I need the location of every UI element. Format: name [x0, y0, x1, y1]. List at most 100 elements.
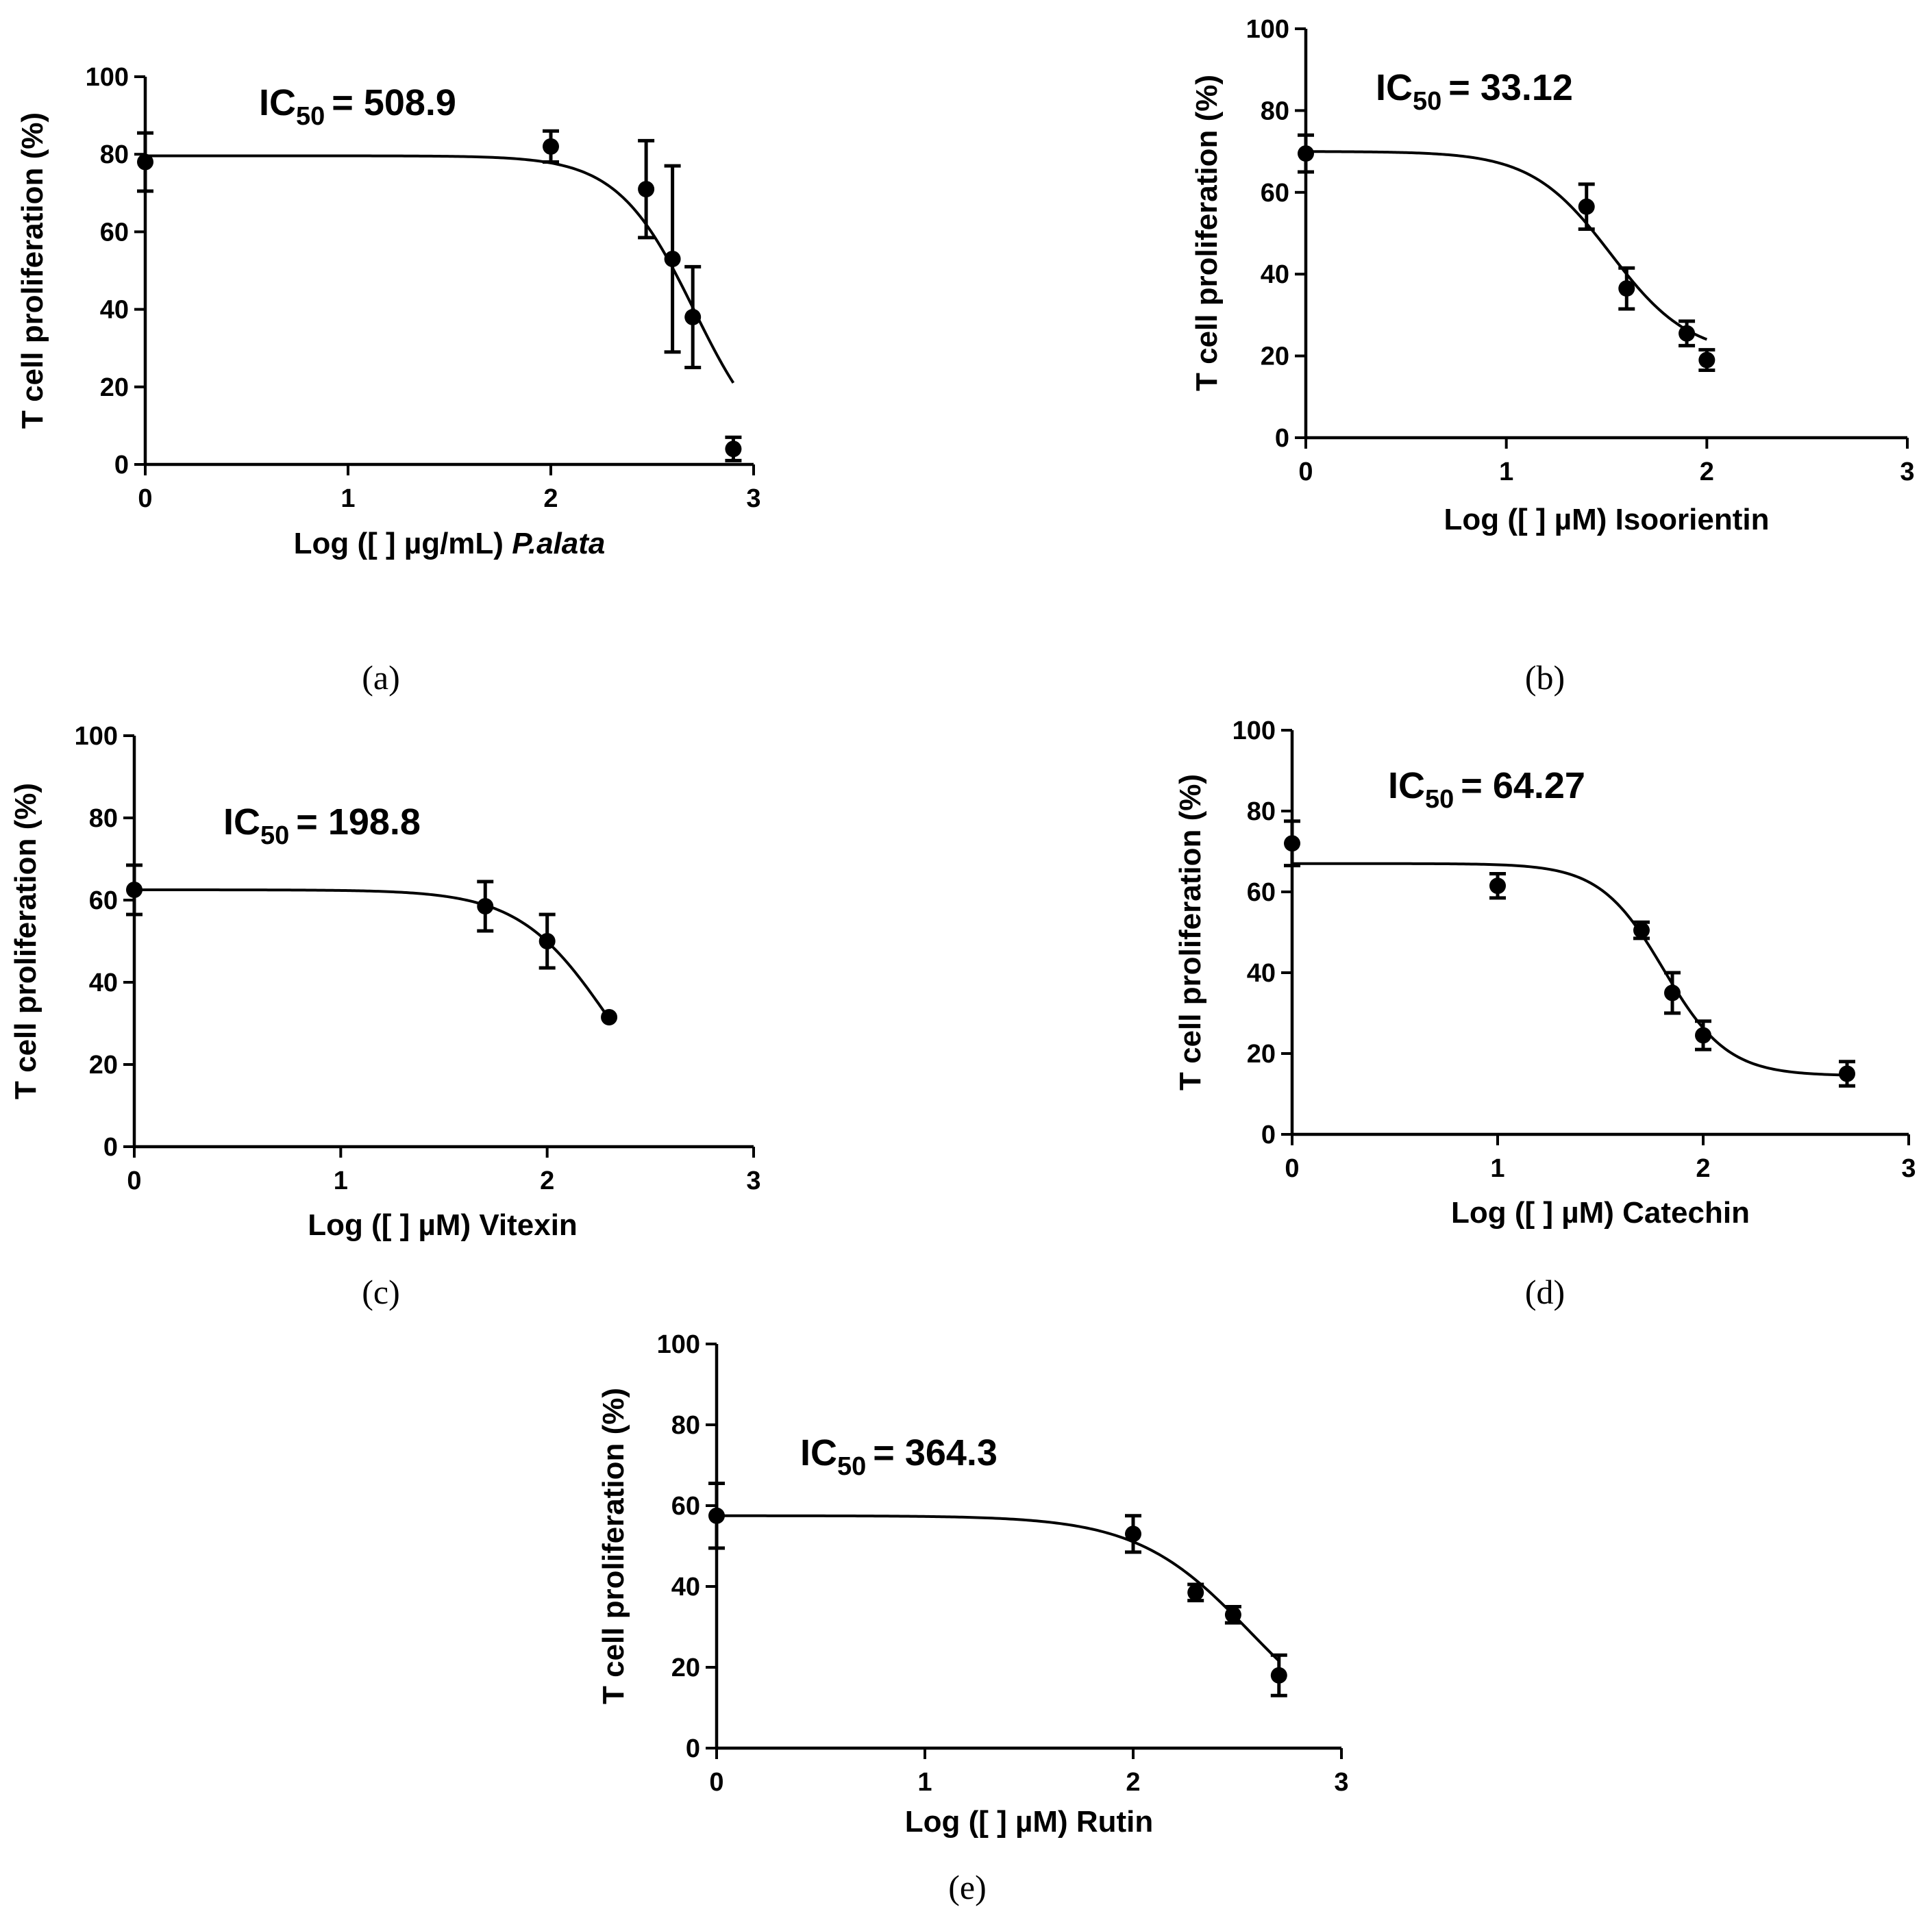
- ic50-prefix: IC: [1376, 67, 1413, 108]
- data-point: [1224, 1606, 1241, 1623]
- data-point: [1633, 922, 1650, 939]
- x-tick-label: 1: [917, 1768, 932, 1797]
- x-axis-label-text: Log ([ ] µM) Catechin: [1451, 1196, 1750, 1230]
- y-axis-label: T cell proliferation (%): [1190, 75, 1224, 391]
- fit-curve: [145, 154, 735, 384]
- ic50-value: = 364.3: [873, 1432, 998, 1473]
- y-tick-label: 60: [89, 886, 118, 915]
- chart-panel-d: 0 20 40 60 80 100 0 1 2 3 T cell proliferation (%)…: [1174, 717, 1916, 1311]
- x-tick-label: 2: [540, 1167, 554, 1195]
- ic50-annotation: IC50 = 364.3: [800, 1432, 998, 1481]
- x-tick-label: 2: [1126, 1768, 1140, 1797]
- data-point: [137, 153, 153, 171]
- y-tick-label: 100: [1233, 717, 1276, 745]
- x-tick-label: 3: [746, 1167, 760, 1195]
- data-point: [1695, 1027, 1711, 1044]
- x-axis-label-italic: P.alata: [512, 527, 605, 560]
- y-axis-label: T cell proliferation (%): [9, 783, 42, 1099]
- ic50-annotation: IC50 = 64.27: [1388, 765, 1585, 814]
- x-tick-label: 3: [1901, 1154, 1916, 1183]
- chart-panel-c: 0 20 40 60 80 100 0 1 2 3 T cell proliferation (%)…: [9, 722, 761, 1311]
- y-tick-label: 0: [686, 1734, 700, 1763]
- panel-label: (d): [1525, 1273, 1565, 1311]
- x-tick-label: 0: [1298, 458, 1313, 486]
- data-point: [708, 1507, 725, 1524]
- data-point: [126, 882, 143, 898]
- y-axis-label: T cell proliferation (%): [1174, 774, 1207, 1091]
- ic50-subscript: 50: [296, 102, 325, 131]
- fit-curve: [1306, 150, 1708, 341]
- x-axis-label-text: Log ([ ] µM) Rutin: [905, 1805, 1154, 1839]
- x-tick-label: 0: [709, 1768, 723, 1797]
- ic50-annotation: IC50 = 508.9: [259, 82, 456, 131]
- x-axis-label: Log ([ ] µM) Vitexin: [308, 1208, 578, 1242]
- panel-label: (a): [362, 658, 400, 697]
- chart-panel-b: 0 20 40 60 80 100 0 1 2 3 T cell proliferation (%)…: [1190, 15, 1915, 697]
- fit-curve: [1292, 862, 1848, 1077]
- data-point: [1618, 280, 1635, 297]
- data-point: [1489, 877, 1506, 895]
- x-axis-label-text: Log ([ ] µM) Vitexin: [308, 1208, 578, 1242]
- data-point: [725, 440, 742, 458]
- ic50-annotation: IC50 = 198.8: [223, 801, 421, 850]
- y-tick-label: 40: [1261, 260, 1289, 289]
- chart-panel-e: 0 20 40 60 80 100 0 1 2 3 T cell proliferation (%)…: [597, 1330, 1349, 1906]
- x-tick-label: 1: [1490, 1154, 1504, 1183]
- y-tick-label: 100: [86, 63, 129, 92]
- y-tick-label: 80: [1247, 797, 1276, 826]
- x-tick-label: 0: [127, 1167, 141, 1195]
- x-tick-label: 1: [1499, 458, 1513, 486]
- x-axis-label-text: Log ([ ] µM) Isoorientin: [1444, 503, 1769, 536]
- y-tick-label: 80: [100, 140, 129, 169]
- data-point: [1698, 351, 1716, 369]
- y-tick-label: 80: [671, 1411, 700, 1440]
- data-point: [1284, 835, 1300, 852]
- ic50-prefix: IC: [259, 82, 296, 123]
- y-tick-label: 100: [1246, 15, 1289, 44]
- ic50-annotation: IC50 = 33.12: [1376, 67, 1573, 116]
- y-tick-label: 20: [100, 373, 129, 402]
- x-tick-label: 2: [543, 484, 558, 513]
- data-point: [543, 138, 559, 155]
- fit-curve: [134, 888, 610, 1020]
- data-point: [1664, 984, 1681, 1001]
- x-tick-label: 0: [1285, 1154, 1299, 1183]
- ic50-prefix: IC: [800, 1432, 837, 1473]
- data-point: [1187, 1584, 1204, 1601]
- data-point: [1270, 1667, 1287, 1684]
- chart-panel-a: 0 20 40 60 80 100 0 1 2 3 T cell proliferation (%)…: [16, 63, 761, 697]
- y-axis-label: T cell proliferation (%): [16, 112, 49, 429]
- ic50-prefix: IC: [1388, 765, 1425, 806]
- data-point: [1839, 1065, 1855, 1082]
- data-point: [664, 251, 681, 268]
- ic50-value: = 198.8: [296, 801, 421, 843]
- x-tick-label: 3: [1900, 458, 1914, 486]
- y-tick-label: 60: [100, 218, 129, 247]
- y-tick-label: 0: [1275, 424, 1289, 453]
- x-tick-label: 2: [1696, 1154, 1710, 1183]
- y-axis-label: T cell proliferation (%): [597, 1388, 630, 1704]
- data-point: [684, 308, 702, 325]
- x-tick-label: 1: [334, 1167, 348, 1195]
- y-tick-label: 0: [114, 451, 129, 480]
- x-tick-label: 3: [1334, 1768, 1348, 1797]
- data-point: [1679, 325, 1696, 342]
- y-tick-label: 40: [89, 969, 118, 997]
- y-tick-label: 100: [75, 722, 118, 751]
- data-point: [477, 898, 494, 914]
- data-point: [1298, 145, 1314, 162]
- data-point: [601, 1009, 618, 1025]
- ic50-value: = 64.27: [1461, 765, 1585, 806]
- x-tick-label: 1: [340, 484, 355, 513]
- x-axis-label: Log ([ ] µM) Catechin: [1451, 1196, 1750, 1230]
- panel-label: (c): [362, 1273, 400, 1311]
- ic50-value: = 33.12: [1448, 67, 1573, 108]
- y-tick-label: 60: [1261, 179, 1289, 208]
- y-tick-label: 20: [1247, 1040, 1276, 1069]
- x-tick-label: 2: [1700, 458, 1714, 486]
- data-point: [1578, 198, 1595, 215]
- y-tick-label: 40: [100, 296, 129, 325]
- y-tick-label: 40: [671, 1573, 700, 1602]
- y-tick-label: 60: [1247, 878, 1276, 907]
- fit-curve: [717, 1514, 1280, 1662]
